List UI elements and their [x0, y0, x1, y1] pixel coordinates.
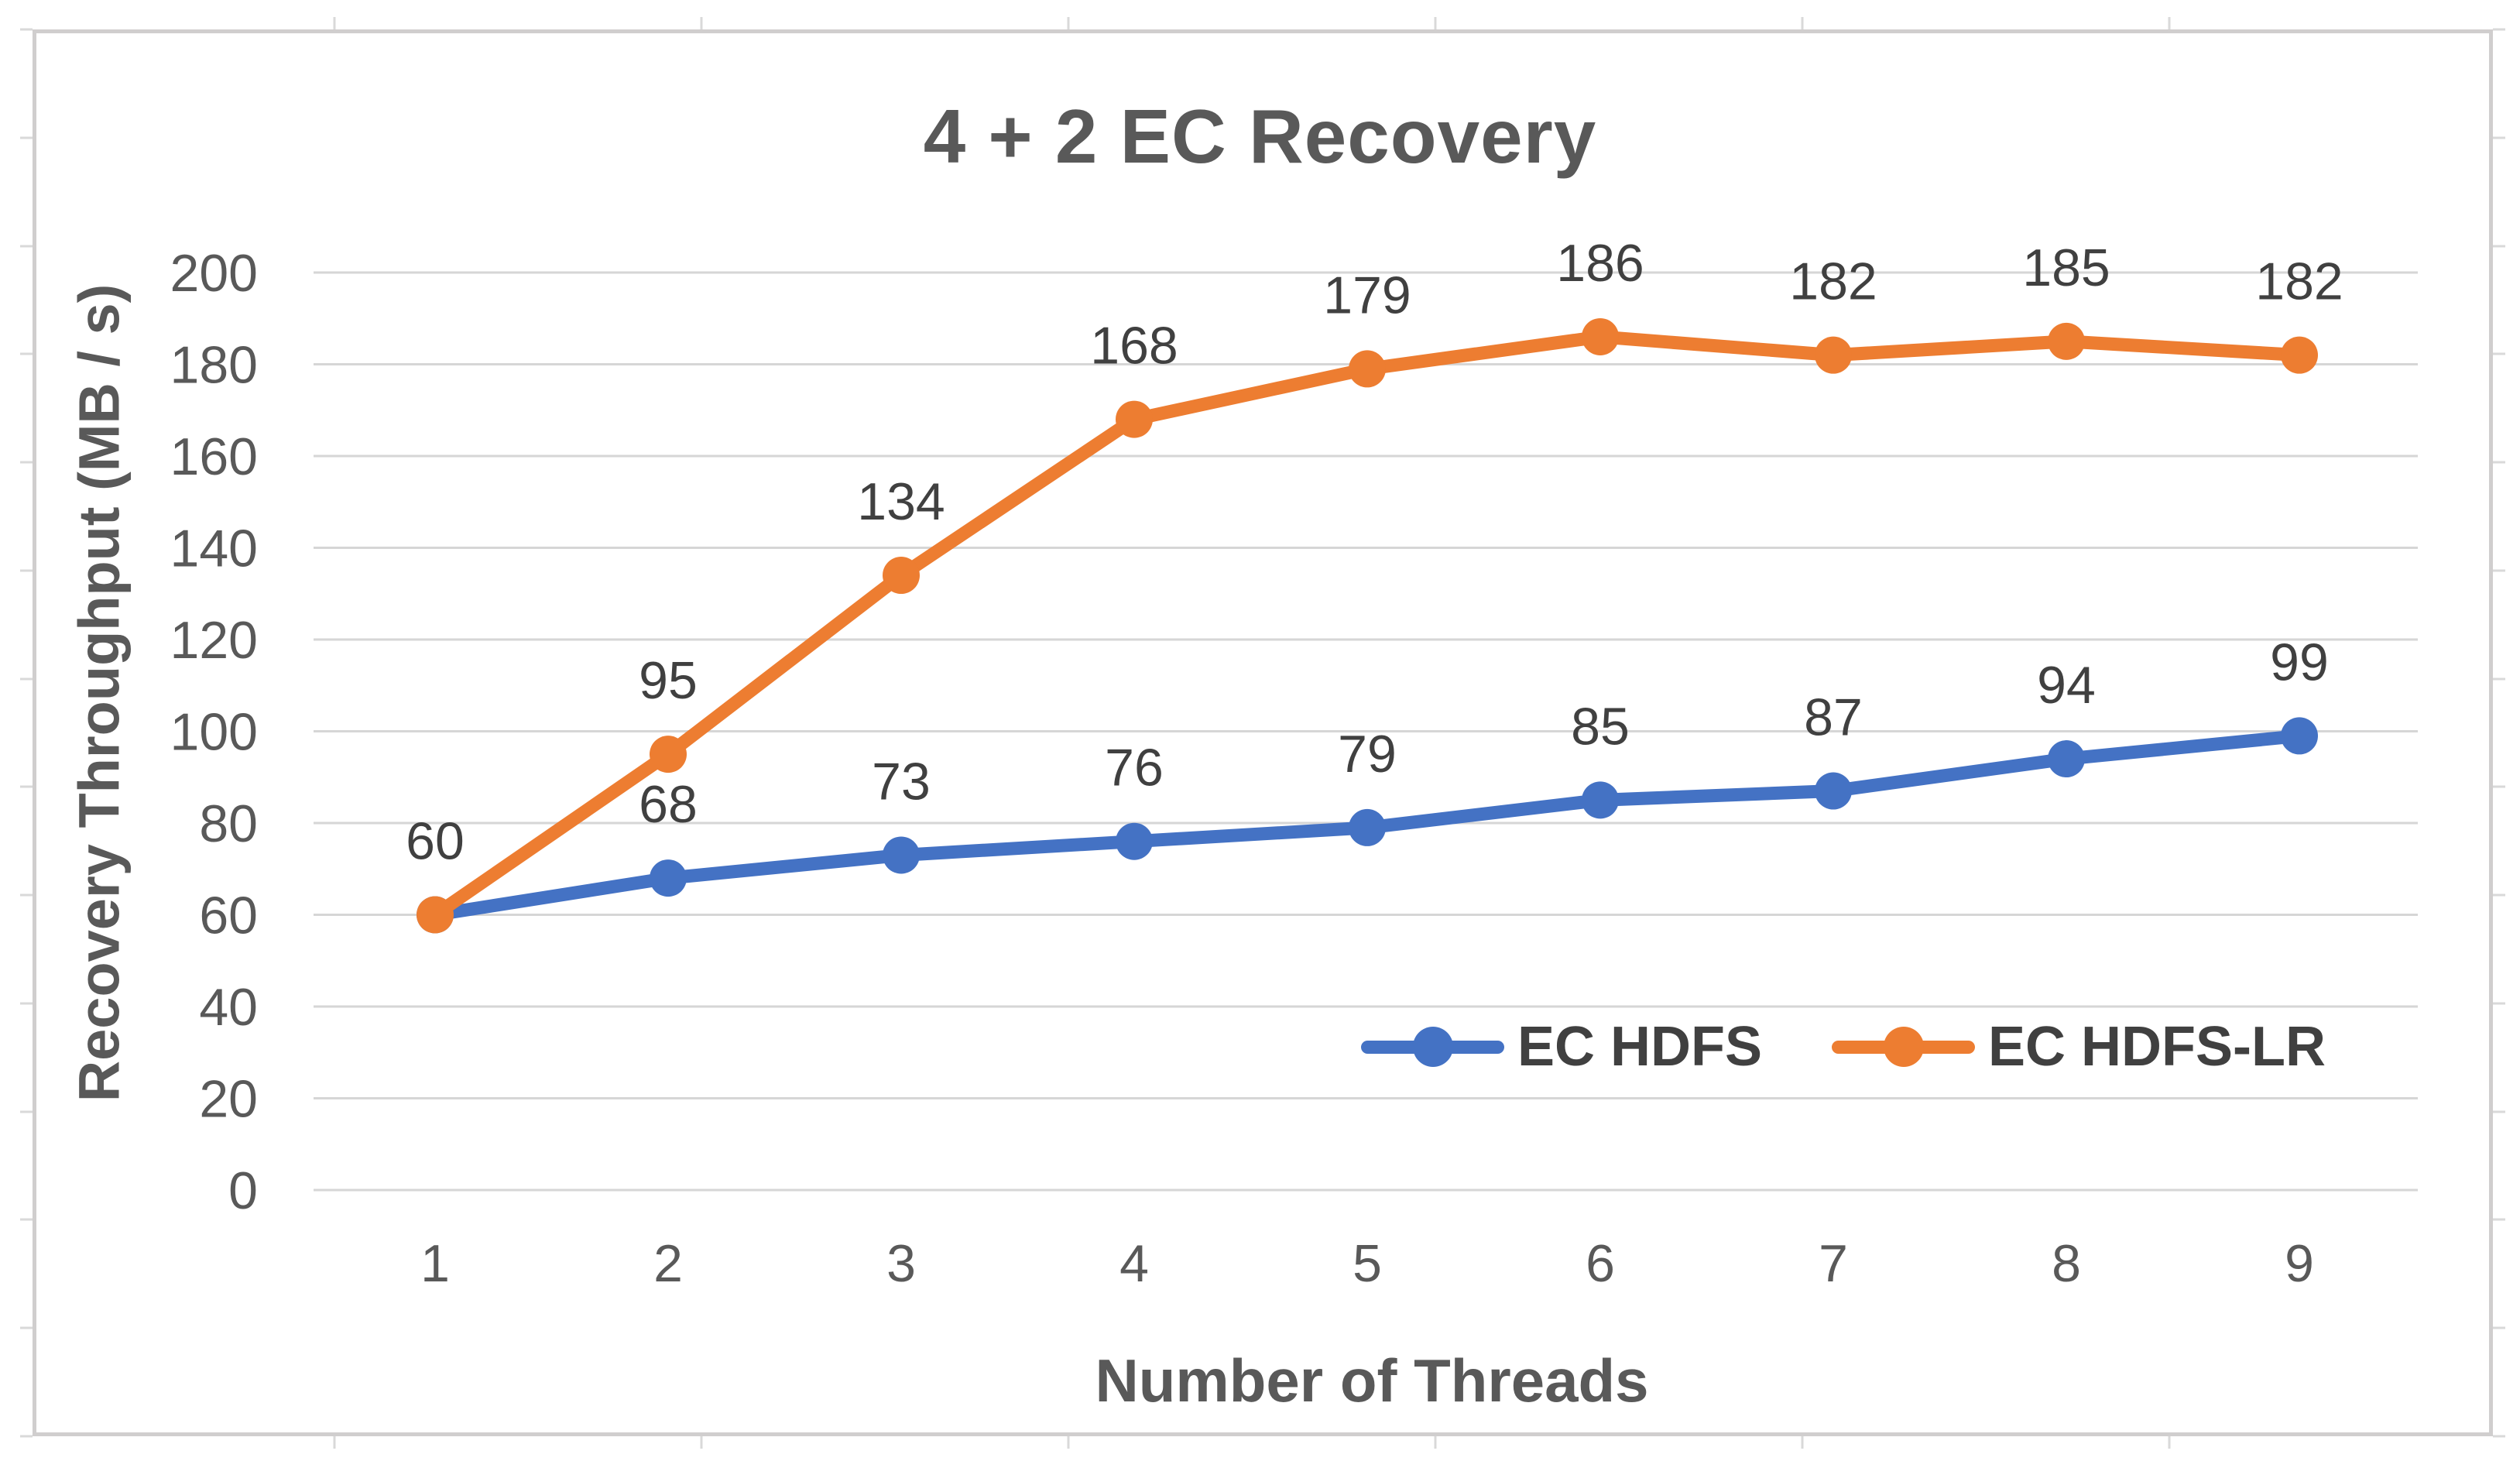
- data-point: [2048, 740, 2085, 778]
- legend-label-ec-hdfs-lr: EC HDFS-LR: [1988, 1016, 2326, 1078]
- y-tick-label: 100: [170, 703, 258, 762]
- x-tick-label: 2: [653, 1234, 683, 1293]
- data-label: 168: [1090, 317, 1178, 376]
- data-point: [883, 836, 920, 874]
- chart-border: [33, 29, 2493, 1436]
- data-label: 73: [872, 752, 931, 811]
- data-point: [1349, 350, 1386, 388]
- chart-title: 4 + 2 EC Recovery: [923, 94, 1597, 179]
- x-tick-label: 7: [1819, 1234, 1848, 1293]
- data-point: [2281, 336, 2318, 374]
- data-label: 182: [2255, 252, 2343, 311]
- y-tick-label: 80: [199, 794, 258, 853]
- data-label: 185: [2022, 238, 2110, 297]
- y-tick-label: 60: [199, 887, 258, 945]
- data-label: 179: [1323, 266, 1411, 324]
- data-point: [1582, 781, 1619, 819]
- legend-item-ec-hdfs: EC HDFS: [1361, 1015, 1762, 1079]
- data-point: [1116, 400, 1153, 438]
- legend-item-ec-hdfs-lr: EC HDFS-LR: [1832, 1015, 2326, 1079]
- y-tick-label: 140: [170, 520, 258, 578]
- x-tick-label: 5: [1353, 1234, 1382, 1293]
- y-tick-label: 0: [228, 1161, 258, 1220]
- x-tick-label: 8: [2052, 1234, 2081, 1293]
- x-axis-title: Number of Threads: [1095, 1346, 1649, 1415]
- y-tick-label: 200: [170, 244, 258, 303]
- y-tick-label: 120: [170, 611, 258, 670]
- circle-marker-icon: [1883, 1027, 1924, 1067]
- data-point: [883, 557, 920, 595]
- data-point: [417, 896, 454, 934]
- data-label: 95: [639, 651, 698, 710]
- x-tick-label: 6: [1586, 1234, 1615, 1293]
- data-point: [1815, 336, 1852, 374]
- legend-label-ec-hdfs: EC HDFS: [1517, 1016, 1763, 1078]
- y-tick-label: 180: [170, 336, 258, 395]
- y-tick-label: 160: [170, 427, 258, 486]
- data-label: 99: [2270, 633, 2329, 691]
- data-point: [1582, 317, 1619, 355]
- data-point: [2048, 322, 2085, 360]
- x-tick-label: 9: [2285, 1234, 2314, 1293]
- data-label: 85: [1571, 697, 1630, 756]
- x-tick-label: 1: [420, 1234, 450, 1293]
- data-label: 182: [1789, 252, 1877, 311]
- data-point: [1815, 772, 1852, 810]
- data-label: 79: [1338, 725, 1397, 784]
- x-tick-label: 3: [886, 1234, 916, 1293]
- data-label: 134: [857, 472, 945, 531]
- line-marker-icon: [1832, 1027, 1976, 1067]
- data-point: [1116, 822, 1153, 860]
- data-label: 76: [1105, 739, 1164, 797]
- data-point: [650, 859, 687, 897]
- data-point: [2281, 717, 2318, 755]
- data-label: 60: [406, 812, 465, 871]
- data-label: 186: [1556, 234, 1644, 293]
- legend: EC HDFS EC HDFS-LR: [1361, 1000, 2326, 1093]
- y-axis-title: Recovery Throughput (MB / s): [67, 283, 132, 1103]
- x-tick-label: 4: [1119, 1234, 1149, 1293]
- data-label: 87: [1804, 688, 1863, 747]
- y-tick-label: 20: [199, 1070, 258, 1129]
- data-point: [650, 736, 687, 773]
- data-point: [1349, 808, 1386, 846]
- circle-marker-icon: [1412, 1027, 1453, 1067]
- data-label: 94: [2037, 656, 2096, 715]
- line-marker-icon: [1361, 1027, 1504, 1067]
- y-tick-label: 40: [199, 978, 258, 1037]
- data-label: 68: [639, 775, 698, 834]
